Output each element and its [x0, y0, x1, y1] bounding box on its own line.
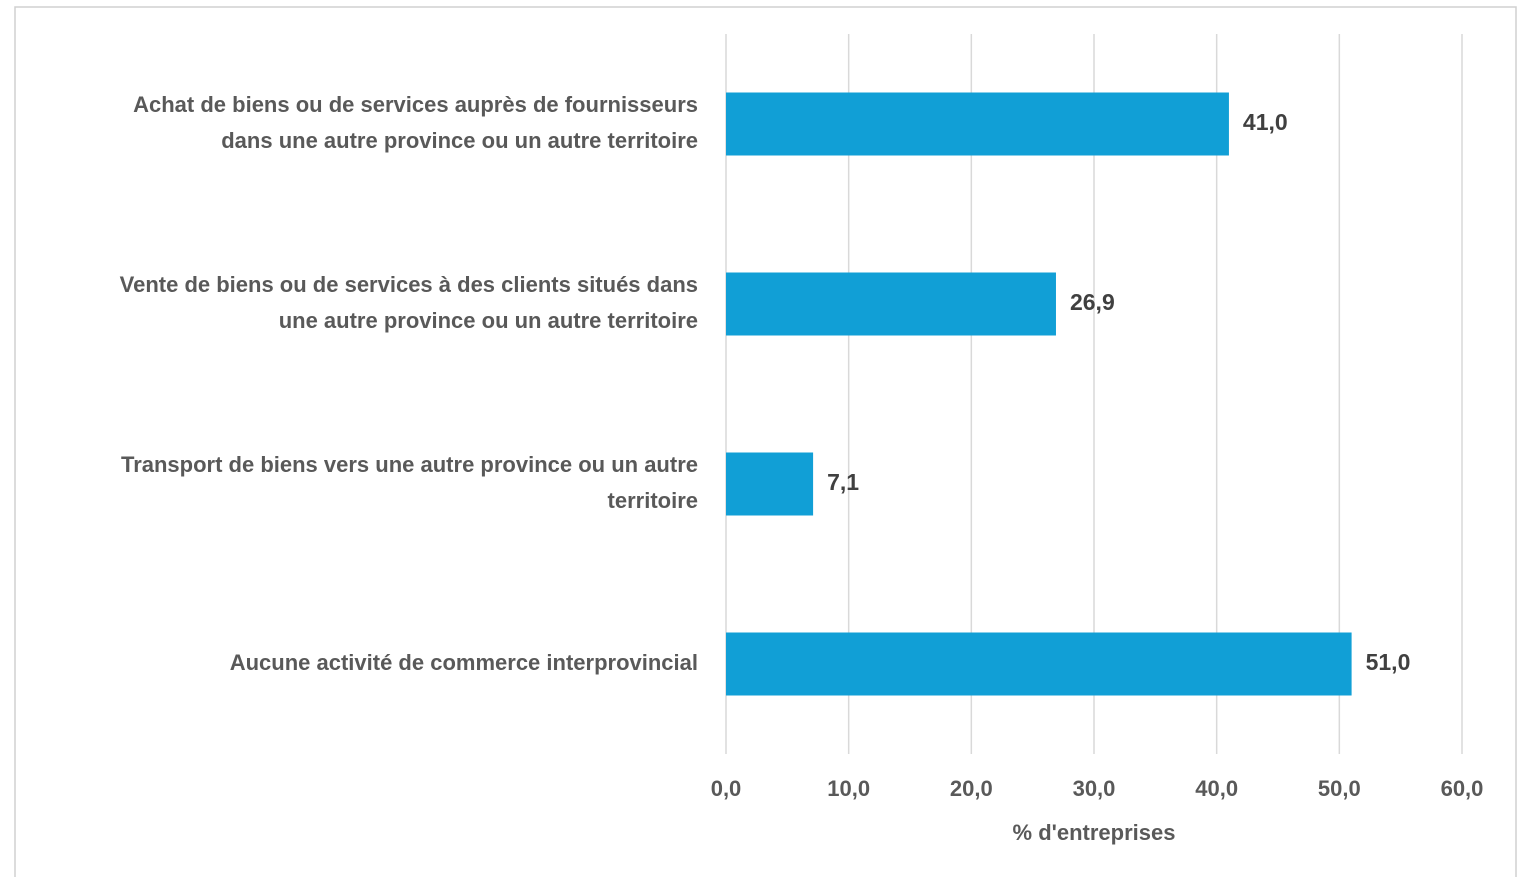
bar	[726, 92, 1229, 156]
value-label: 41,0	[1243, 109, 1288, 135]
y-tick-label: dans une autre province ou un autre terr…	[221, 128, 698, 153]
x-tick-label: 0,0	[711, 776, 742, 801]
bar	[726, 632, 1352, 696]
y-tick-label: Aucune activité de commerce interprovinc…	[230, 650, 698, 675]
bar	[726, 452, 814, 516]
x-tick-label: 10,0	[827, 776, 870, 801]
x-tick-label: 30,0	[1073, 776, 1116, 801]
y-tick-label: territoire	[608, 488, 698, 513]
x-tick-label: 40,0	[1195, 776, 1238, 801]
y-tick-label: Transport de biens vers une autre provin…	[121, 452, 698, 477]
value-label: 26,9	[1070, 289, 1115, 315]
bar	[726, 272, 1056, 336]
x-axis-title: % d'entreprises	[1013, 820, 1176, 845]
x-tick-label: 20,0	[950, 776, 993, 801]
plot	[726, 92, 1352, 696]
y-tick-label: Achat de biens ou de services auprès de …	[133, 92, 698, 117]
x-tick-label: 50,0	[1318, 776, 1361, 801]
y-tick-label: Vente de biens ou de services à des clie…	[120, 272, 698, 297]
value-label: 7,1	[827, 469, 859, 495]
y-tick-label: une autre province ou un autre territoir…	[279, 308, 698, 333]
x-tick-label: 60,0	[1441, 776, 1484, 801]
value-label: 51,0	[1366, 649, 1411, 675]
